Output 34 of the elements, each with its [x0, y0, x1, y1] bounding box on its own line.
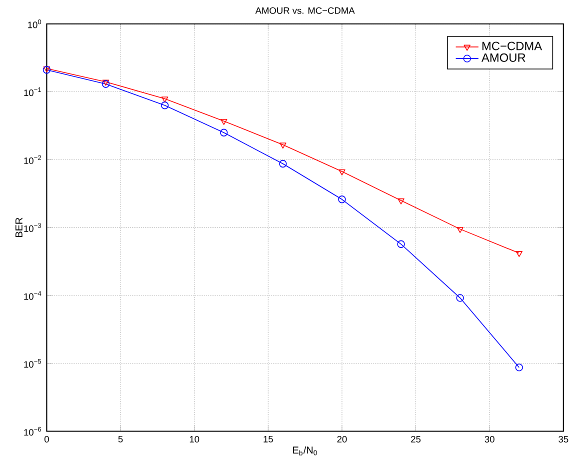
point — [515, 364, 523, 372]
x-tick-label: 30 — [484, 436, 494, 442]
point — [398, 198, 404, 204]
y-tick-label: 10$^{−5}$ — [24, 359, 42, 368]
point — [160, 102, 169, 110]
x-tick-label: 0 — [44, 436, 49, 442]
point — [220, 118, 228, 125]
y-tick-label: 10$^{−3}$ — [24, 223, 42, 232]
y-tick-label: 10$^{−2}$ — [24, 155, 42, 164]
chart-title: AMOUR vs. MC−CDMA — [255, 7, 355, 14]
point — [338, 196, 346, 204]
point — [279, 160, 287, 168]
x-tick-label: 15 — [264, 436, 273, 442]
point — [456, 226, 464, 233]
point — [220, 128, 228, 136]
x-tick-label: 35 — [558, 436, 568, 442]
y-tick-label: 10$^{0}$ — [28, 19, 42, 28]
x-tick-label: 5 — [118, 436, 123, 442]
point — [456, 294, 464, 302]
point — [161, 96, 168, 103]
point — [516, 251, 523, 257]
x-axis-title: E$_{b}$/N$_{0}$ — [293, 446, 317, 456]
y-tick-label: 10$^{−1}$ — [24, 87, 42, 96]
point — [280, 142, 286, 149]
x-tick-label: 25 — [411, 436, 421, 442]
x-tick-label: 20 — [337, 436, 347, 442]
x-tick-label: 10 — [190, 436, 200, 442]
legend-label: MC−CDMA — [482, 42, 542, 50]
point — [338, 169, 346, 176]
y-tick-label: 10$^{−6}$ — [24, 426, 42, 436]
point — [397, 240, 405, 248]
legend-label: AMOUR — [481, 53, 526, 62]
y-tick-label: 10$^{−4}$ — [24, 291, 42, 300]
y-axis-title: BER — [16, 218, 22, 237]
